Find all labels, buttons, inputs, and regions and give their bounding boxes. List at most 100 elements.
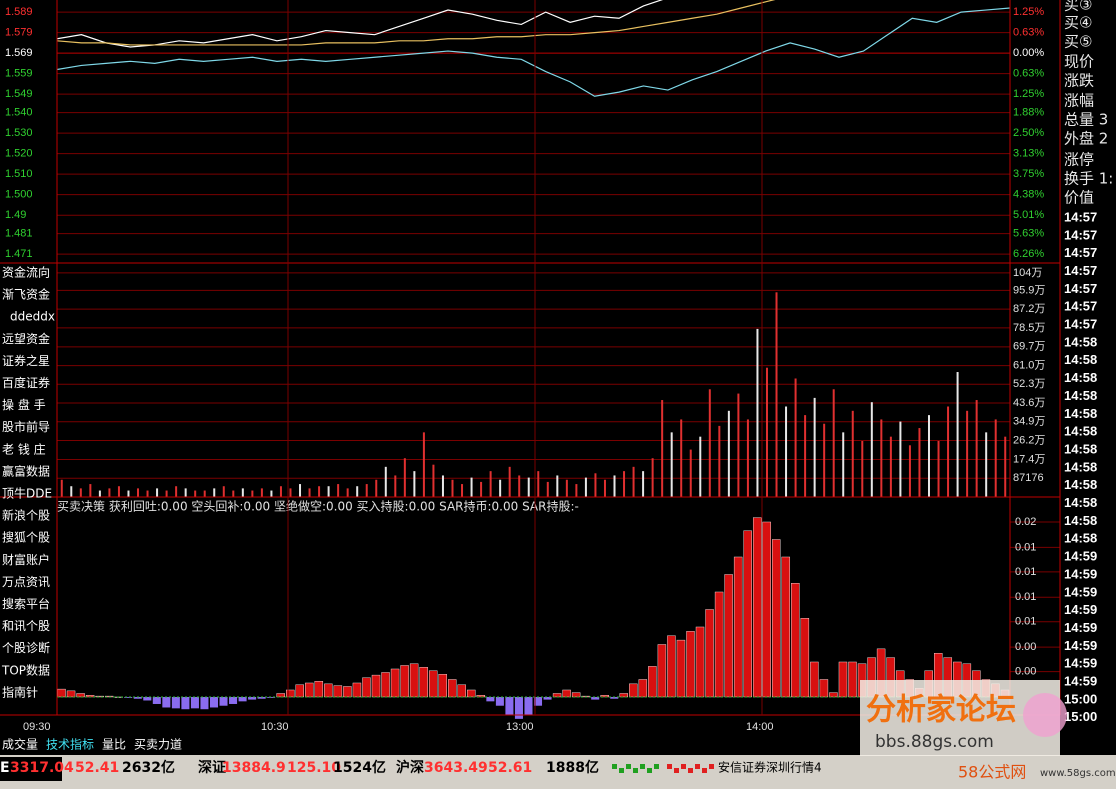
trade-time: 14:59 [1064,566,1097,581]
quote-label: 买③ [1064,0,1092,14]
quote-label: 涨跌 [1064,72,1094,90]
status-icon [633,768,638,773]
status-icon [702,768,707,773]
price-tick-label: 1.500 [5,189,33,201]
volume-bar [985,432,988,497]
volume-tick-label: 17.4万 [1013,453,1045,465]
indicator-bar [467,689,476,698]
tab[interactable]: 买卖力道 [134,738,182,752]
volume-bar [60,479,63,497]
indicator-bar [638,679,648,698]
quote-label: 买⑤ [1064,33,1092,51]
volume-bar [470,477,473,497]
quote-label: 价值 [1064,189,1094,207]
status-item: 2632亿 [122,759,175,776]
watermark-site-url: www.58gs.com [1040,768,1116,779]
volume-bar [956,372,959,497]
indicator-bar [400,665,409,698]
indicator-bar [133,696,142,699]
tab[interactable]: 成交量 [2,737,38,752]
menu-item[interactable]: 渐飞资金 [2,287,50,302]
volume-bar [756,328,759,497]
indicator-bar [428,670,438,698]
indicator-bar [571,692,581,698]
menu-item[interactable]: 万点资讯 [2,575,50,589]
volume-tick-label: 26.2万 [1013,434,1045,446]
indicator-bar [324,683,333,698]
trade-time: 14:58 [1064,513,1097,528]
volume-bar [518,475,521,497]
volume-bar [108,488,111,497]
indicator-bar [314,681,324,698]
menu-item[interactable]: 远望资金 [2,331,50,346]
trade-time: 14:57 [1064,317,1097,332]
menu-item[interactable]: 股市前导 [2,419,50,434]
menu-item[interactable]: 指南针 [2,684,38,699]
volume-bar [899,421,902,497]
volume-bar [947,406,950,497]
volume-bar [441,475,444,497]
indicator-bar [124,696,133,698]
indicator-bar [629,683,638,698]
volume-bar [613,475,616,497]
pct-tick-label: 4.38% [1013,189,1044,201]
indicator-bar [752,517,762,698]
trade-time: 14:58 [1064,477,1097,492]
volume-tick-label: 78.5万 [1013,322,1045,334]
menu-item[interactable]: 资金流向 [2,265,50,280]
menu-item[interactable]: 老 钱 庄 [2,441,46,456]
indicator-bar [248,696,257,700]
indicator-bar [162,696,171,708]
tab[interactable]: 量比 [102,738,126,752]
indicator-bar [457,684,466,698]
indicator-bar [514,696,523,719]
menu-item[interactable]: 个股诊断 [2,640,50,655]
volume-bar [232,490,235,497]
menu-item[interactable]: 和讯个股 [2,619,50,633]
menu-item[interactable]: 搜狐个股 [2,530,50,545]
menu-item[interactable]: 财富账户 [2,552,50,567]
menu-item[interactable]: 操 盘 手 [2,397,46,412]
menu-item[interactable]: 百度证券 [2,375,50,390]
trade-time: 14:57 [1064,281,1097,296]
menu-item[interactable]: 顶牛DDE [2,486,52,501]
volume-bar [565,479,568,497]
watermark-title: 分析家论坛 [866,693,1016,728]
volume-bar [642,471,645,497]
status-item: 3643.49 [424,760,488,776]
volume-bar [689,449,692,497]
pct-tick-label: 5.63% [1013,228,1044,240]
menu-item[interactable]: 赢富数据 [2,463,50,478]
trade-time: 14:58 [1064,459,1097,474]
pct-tick-label: 1.25% [1013,88,1044,100]
tab[interactable]: 技术指标 [46,737,94,752]
indicator-tick-label: 0.01 [1015,616,1036,628]
trade-time: 14:58 [1064,334,1097,349]
menu-item[interactable]: 新浪个股 [2,508,50,523]
volume-bar [384,466,387,497]
menu-item[interactable]: ddeddx [10,310,55,324]
menu-item[interactable]: 搜索平台 [2,596,50,611]
volume-bar [937,440,940,497]
indicator-bar [810,661,819,698]
status-item: 安信证券深圳行情4 [718,760,822,775]
status-icon [681,764,686,769]
indicator-bar [57,688,66,698]
volume-bar [584,477,587,497]
pct-tick-label: 3.13% [1013,148,1044,160]
indicator-bar [705,609,714,698]
volume-tick-label: 34.9万 [1013,416,1045,428]
price-line [57,7,1010,97]
indicator-bar [600,695,609,698]
volume-bar [851,410,854,497]
indicator-bar [267,696,276,698]
volume-bar [137,488,140,497]
trade-time: 14:57 [1064,299,1097,314]
menu-item[interactable]: TOP数据 [1,662,50,677]
volume-tick-label: 43.6万 [1013,397,1045,409]
volume-bar [718,425,721,497]
menu-item[interactable]: 证券之星 [2,353,50,368]
volume-bar [279,486,282,497]
status-icon [647,768,652,773]
volume-bar [127,490,130,497]
